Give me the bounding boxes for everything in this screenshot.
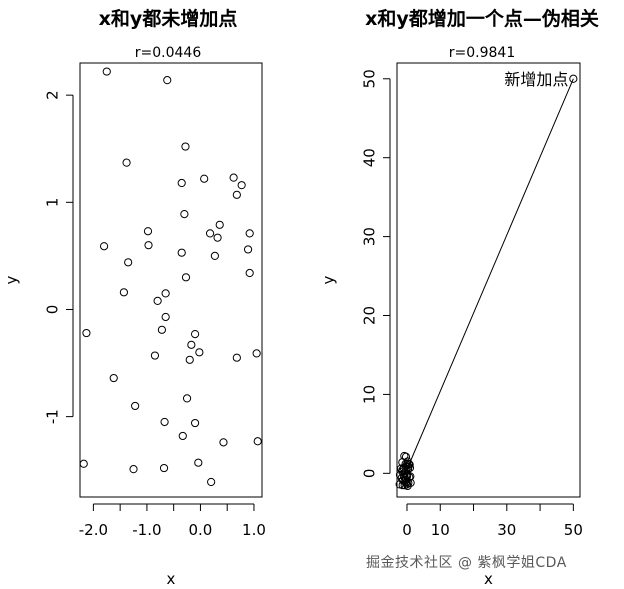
y-tick-label: 1 [44, 198, 62, 208]
data-point [79, 459, 88, 468]
data-point [229, 173, 238, 182]
plot-frame [396, 62, 581, 498]
data-point [102, 67, 111, 76]
data-point [178, 431, 187, 441]
y-tick-label: 0 [361, 469, 379, 479]
chart-title: x和y都未增加点 [99, 7, 238, 30]
data-point [195, 348, 204, 357]
y-tick-label: 50 [361, 69, 379, 88]
chart-subtitle: r=0.0446 [135, 45, 202, 61]
data-point [150, 351, 160, 360]
y-axis-label: y [3, 275, 21, 284]
chart-panel-1: x和y都未增加点 r=0.0446 -2.0 -1.0 0.0 1.0 -1 0 1 2 x y [3, 7, 266, 588]
x-tick-label: 1.0 [242, 521, 266, 539]
y-axis-label: y [320, 275, 338, 284]
data-point [252, 349, 261, 358]
regression-line [406, 78, 574, 470]
data-point [153, 296, 162, 305]
data-point [119, 288, 128, 297]
plot-frame [79, 62, 263, 498]
point-annotation: 新增加点 [504, 70, 568, 89]
data-point [403, 481, 412, 491]
y-tick-label: -1 [44, 409, 62, 424]
data-point [194, 458, 203, 467]
y-tick-label: 20 [361, 306, 379, 325]
data-point [129, 465, 138, 474]
y-tick-label: 2 [44, 90, 62, 100]
data-point [245, 268, 254, 278]
data-point [181, 273, 191, 282]
data-point [398, 481, 407, 490]
data-point [245, 229, 254, 238]
watermark: 掘金技术社区 @ 紫枫学姐CDA [366, 555, 567, 571]
data-point [200, 174, 209, 183]
y-tick-label: 30 [361, 227, 379, 246]
data-point [185, 355, 194, 364]
data-point [99, 242, 109, 251]
data-point [187, 340, 196, 349]
data-point [159, 463, 169, 473]
data-point [232, 353, 241, 362]
x-tick-label: 50 [564, 521, 583, 539]
data-point [124, 258, 133, 267]
y-tick-label: 40 [361, 148, 379, 167]
x-tick-label: 0 [402, 521, 412, 539]
data-point [143, 227, 153, 236]
data-point [205, 229, 215, 238]
data-point [144, 241, 153, 250]
data-point [569, 74, 578, 83]
data-point [163, 76, 172, 85]
x-tick-label: -1.0 [132, 521, 161, 539]
data-point [161, 312, 170, 322]
data-point [177, 248, 186, 257]
x-tick-label: 10 [431, 521, 450, 539]
data-point [237, 181, 246, 190]
data-point [213, 233, 222, 242]
data-point [190, 330, 200, 339]
chart-title: x和y都增加一个点—伪相关 [365, 7, 599, 30]
data-point [182, 394, 192, 403]
data-point [232, 190, 241, 199]
x-tick-label: 30 [497, 521, 516, 539]
data-point [131, 401, 140, 411]
data-point [161, 289, 170, 298]
x-tick-label: -2.0 [79, 521, 108, 539]
data-point [253, 437, 262, 446]
data-point [160, 417, 169, 427]
data-point [400, 481, 409, 490]
data-point [177, 178, 186, 188]
data-point [109, 373, 118, 383]
data-point [82, 328, 91, 338]
data-point [181, 142, 190, 151]
x-tick-label: 0.0 [189, 521, 213, 539]
data-point [210, 251, 219, 260]
x-axis-label: x [167, 570, 176, 588]
data-point [122, 158, 131, 167]
data-point [190, 418, 200, 428]
y-tick-label: 10 [361, 385, 379, 404]
data-point [243, 245, 253, 254]
chart-subtitle: r=0.9841 [449, 45, 515, 61]
data-point [215, 220, 224, 229]
data-point [219, 438, 228, 447]
data-point [207, 477, 216, 487]
x-axis-label: x [484, 570, 493, 588]
data-point [157, 325, 166, 334]
data-point [180, 209, 189, 219]
chart-panel-2: x和y都增加一个点—伪相关 r=0.9841 0 10 30 50 0 10 20 30 40 50 x… [320, 7, 599, 588]
y-tick-label: 0 [44, 305, 62, 315]
